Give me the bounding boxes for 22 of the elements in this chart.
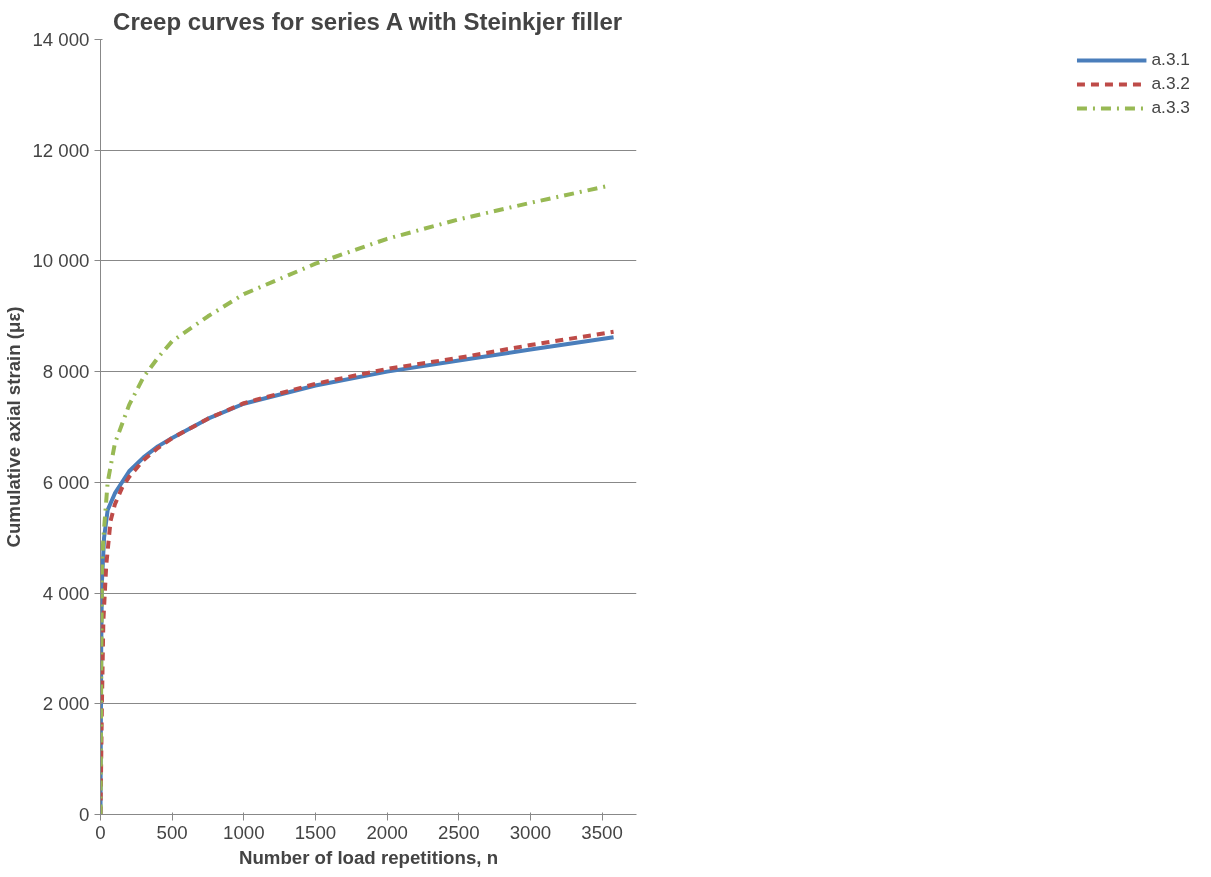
y-tick-label: 10 000 [32,250,90,272]
x-tick-label: 500 [156,821,188,843]
x-tick-label: 1500 [294,821,337,843]
x-tick-label: 2500 [438,821,480,843]
x-tick-label: 0 [95,821,106,843]
x-tick-label: 2000 [366,821,408,843]
y-tick-label: 14 000 [32,29,90,50]
y-tick-label: 2 000 [42,693,90,715]
y-tick-label: 12 000 [32,139,90,161]
y-tick-label: 4 000 [42,582,90,604]
y-tick-label: 6 000 [42,471,90,493]
legend-label: a.3.3 [1151,97,1190,118]
x-axis-title: Number of load repetitions, n [238,846,499,868]
chart-title: Creep curves for series A with Steinkjer filler [113,7,623,35]
legend-label: a.3.2 [1151,73,1190,94]
y-tick-label: 8 000 [42,361,90,383]
y-axis-title: Cumulative axial strain (με) [3,306,25,548]
y-tick-label: 0 [79,804,90,825]
x-tick-label: 3000 [509,821,552,843]
legend-label: a.3.1 [1151,49,1190,70]
x-tick-label: 1000 [223,821,265,843]
x-tick-label: 3500 [581,821,623,843]
